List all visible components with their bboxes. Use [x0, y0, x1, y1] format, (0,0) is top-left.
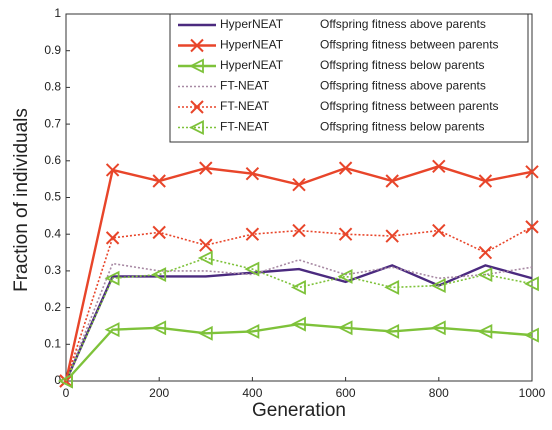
legend-name: FT-NEAT	[220, 99, 270, 113]
y-tick-label: 0.4	[44, 226, 61, 240]
legend-name: HyperNEAT	[220, 58, 284, 72]
triangle-marker	[104, 322, 120, 338]
x-marker	[385, 174, 399, 188]
legend-label: Offspring fitness between parents	[320, 99, 499, 113]
x-marker	[525, 220, 539, 234]
legend-label: Offspring fitness between parents	[320, 38, 499, 52]
triangle-marker	[430, 278, 446, 294]
series-line	[65, 322, 533, 382]
x-marker	[525, 165, 539, 179]
x-marker	[292, 177, 306, 192]
y-tick-label: 0.7	[44, 116, 61, 130]
x-marker	[199, 238, 213, 252]
triangle-marker	[523, 276, 539, 292]
legend-label: Offspring fitness above parents	[320, 79, 486, 93]
legend-marker	[190, 100, 204, 114]
x-tick-label: 0	[63, 386, 70, 400]
x-marker	[292, 223, 306, 238]
y-tick-label: 0	[54, 373, 61, 387]
y-tick-label: 0.6	[44, 153, 61, 167]
legend-marker	[188, 58, 204, 74]
legend-name: HyperNEAT	[220, 17, 284, 31]
legend-label: Offspring fitness above parents	[320, 17, 486, 31]
x-marker	[105, 163, 120, 177]
triangle-marker	[477, 267, 493, 283]
x-marker	[478, 245, 493, 260]
y-axis-label: Fraction of individuals	[11, 108, 32, 292]
y-tick-label: 0.2	[44, 300, 61, 314]
triangle-marker	[151, 267, 167, 283]
y-tick-label: 0.5	[44, 190, 61, 204]
x-tick-label: 400	[242, 386, 262, 400]
x-marker	[152, 174, 166, 188]
x-marker	[105, 231, 120, 245]
y-tick-label: 0.8	[44, 80, 61, 94]
series-line	[64, 165, 533, 382]
triangle-marker	[523, 327, 539, 343]
y-tick-label: 1	[54, 6, 61, 20]
legend-name: FT-NEAT	[220, 79, 270, 93]
x-marker	[245, 227, 260, 241]
y-tick-label: 0.1	[44, 336, 61, 350]
x-marker	[338, 161, 353, 175]
x-marker	[199, 161, 213, 175]
x-marker	[338, 227, 353, 241]
legend-marker	[190, 38, 204, 53]
series-line	[65, 259, 533, 382]
x-marker	[385, 229, 399, 243]
legend-name: HyperNEAT	[220, 38, 284, 52]
x-axis-label: Generation	[252, 400, 346, 421]
triangle-marker	[430, 320, 446, 336]
y-tick-label: 0.9	[44, 43, 61, 57]
triangle-marker	[244, 323, 260, 339]
triangle-marker	[57, 373, 73, 389]
x-marker	[245, 166, 260, 181]
series-line	[65, 226, 533, 382]
series-line	[64, 264, 533, 382]
x-tick-label: 200	[149, 386, 169, 400]
series-line	[65, 257, 533, 382]
triangle-marker	[244, 261, 260, 277]
triangle-marker	[151, 320, 167, 336]
triangle-marker	[337, 320, 353, 336]
x-marker	[432, 159, 446, 174]
triangle-marker	[384, 323, 400, 339]
triangle-marker	[104, 270, 120, 286]
legend-name: FT-NEAT	[220, 120, 270, 134]
legend-marker	[188, 120, 204, 135]
triangle-marker	[197, 250, 213, 266]
legend-label: Offspring fitness below parents	[320, 58, 485, 72]
x-tick-label: 800	[429, 386, 449, 400]
x-tick-label: 1000	[519, 386, 546, 400]
triangle-marker	[197, 325, 213, 341]
y-tick-label: 0.3	[44, 263, 61, 277]
triangle-marker	[477, 323, 493, 339]
x-marker	[432, 223, 446, 238]
x-marker	[478, 174, 493, 188]
triangle-marker	[290, 316, 306, 332]
x-tick-label: 600	[336, 386, 356, 400]
triangle-marker	[290, 279, 306, 295]
legend-label: Offspring fitness below parents	[320, 120, 485, 134]
legend-box	[169, 13, 529, 143]
x-marker	[152, 225, 166, 240]
triangle-marker	[337, 268, 353, 284]
triangle-marker	[384, 279, 400, 295]
